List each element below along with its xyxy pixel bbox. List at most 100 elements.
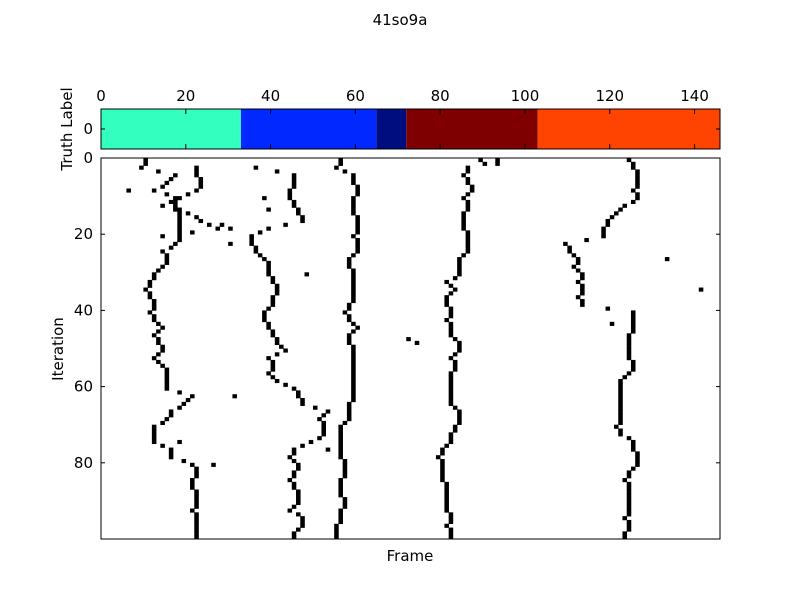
matrix-cell [194, 173, 199, 178]
matrix-cell [151, 276, 157, 281]
matrix-cell [618, 409, 623, 414]
matrix-cell [321, 428, 327, 433]
matrix-cell [635, 458, 640, 464]
matrix-cell [355, 238, 360, 243]
matrix-cell [334, 523, 339, 528]
matrix-cell [211, 462, 216, 467]
matrix-cell [287, 192, 293, 197]
matrix-cell [300, 443, 305, 448]
matrix-cell [346, 314, 352, 319]
matrix-cell [291, 458, 297, 464]
matrix-cell [194, 466, 199, 471]
matrix-cell [618, 394, 623, 399]
matrix-cell [444, 298, 449, 304]
matrix-cell [151, 439, 157, 445]
matrix-cell [177, 196, 182, 201]
matrix-cell [198, 177, 204, 182]
matrix-cell [635, 173, 640, 178]
matrix-cell [279, 344, 284, 349]
matrix-cell [249, 238, 254, 243]
matrix-cell [448, 371, 454, 376]
matrix-cell [618, 432, 623, 437]
matrix-cell [351, 382, 356, 387]
matrix-cell [626, 470, 632, 475]
matrix-cell [194, 531, 199, 536]
matrix-y-tick-label: 60 [74, 378, 93, 396]
matrix-cell [630, 447, 636, 452]
matrix-cells [126, 158, 704, 540]
matrix-cell [181, 401, 187, 406]
matrix-cell [177, 390, 182, 395]
matrix-cell [177, 215, 182, 220]
strip-x-tick-label: 60 [346, 87, 365, 105]
matrix-cell [630, 161, 636, 166]
matrix-cell [444, 493, 449, 498]
matrix-cell [351, 367, 356, 372]
matrix-cell [351, 180, 356, 185]
matrix-cell [626, 497, 632, 502]
matrix-cell [296, 211, 301, 216]
matrix-cell [185, 192, 191, 197]
matrix-cell [580, 283, 585, 288]
matrix-cell [355, 325, 360, 330]
matrix-cell [448, 519, 454, 525]
matrix-cell [618, 405, 623, 410]
matrix-cell [177, 207, 182, 212]
matrix-cell [346, 264, 352, 269]
matrix-cell [630, 439, 636, 445]
matrix-cell [448, 356, 454, 361]
matrix-cell [270, 302, 276, 307]
matrix-cell [296, 497, 301, 502]
matrix-cell [291, 504, 297, 509]
matrix-cell [338, 516, 343, 521]
matrix-cell [190, 230, 195, 235]
matrix-cell [452, 276, 458, 281]
matrix-cell [257, 230, 263, 235]
strip-y-ticks: 0 [83, 120, 720, 138]
matrix-cell [151, 314, 157, 319]
matrix-cell [253, 249, 259, 254]
matrix-cell [469, 188, 475, 193]
matrix-cell [448, 325, 454, 330]
matrix-cell [342, 470, 348, 475]
matrix-cell [355, 184, 360, 189]
matrix-cell [618, 420, 623, 425]
matrix-cell [440, 451, 445, 456]
matrix-cell [448, 535, 454, 540]
matrix-y-ticks: 0 20 40 60 80 [74, 149, 720, 472]
matrix-cell [156, 340, 161, 345]
matrix-cell [626, 481, 632, 486]
matrix-cell [440, 474, 445, 479]
matrix-cell [448, 314, 454, 319]
matrix-cell [630, 363, 636, 368]
matrix-cell [346, 401, 352, 406]
matrix-cell [465, 180, 471, 185]
matrix-cell [266, 264, 271, 269]
matrix-cell [351, 344, 356, 349]
matrix-cell [266, 306, 271, 311]
matrix-cell [266, 325, 271, 330]
matrix-cell [164, 378, 170, 384]
matrix-cell [355, 245, 360, 250]
matrix-cell [635, 177, 640, 182]
matrix-cell [630, 188, 636, 193]
matrix-cell [342, 420, 348, 425]
matrix-cell [452, 287, 458, 292]
matrix-cell [567, 249, 572, 254]
matrix-cell [291, 180, 297, 185]
truth-label-strip: 0 20 40 60 80 100 120 140 0 Truth Label [58, 87, 721, 172]
matrix-cell [601, 226, 606, 231]
matrix-cell [452, 367, 458, 372]
strip-x-tick-label: 20 [176, 87, 195, 105]
matrix-cell [262, 257, 267, 262]
matrix-cell [626, 474, 632, 479]
matrix-cell [461, 211, 466, 216]
matrix-cell [626, 500, 632, 506]
matrix-cell [448, 378, 454, 384]
matrix-cell [143, 287, 148, 292]
matrix-cell [609, 215, 615, 220]
matrix-cell [351, 363, 356, 368]
matrix-cell [325, 409, 331, 414]
matrix-cell [194, 523, 199, 528]
matrix-cell [291, 447, 297, 452]
